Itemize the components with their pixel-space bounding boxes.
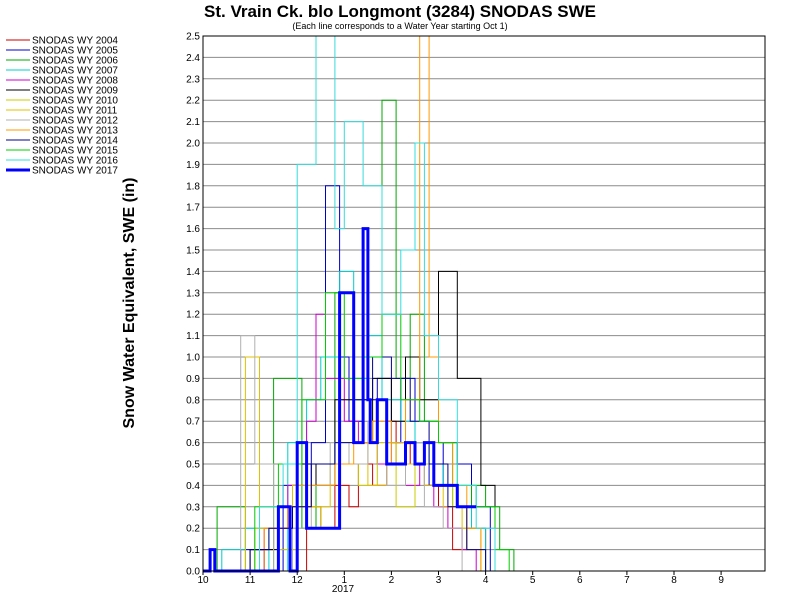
y-tick-label: 1.2 <box>186 310 200 321</box>
x-tick-label: 1 <box>342 575 348 586</box>
legend-label: SNODAS WY 2017 <box>32 166 118 177</box>
legend-label: SNODAS WY 2006 <box>32 56 118 67</box>
y-tick-label: 1.6 <box>186 224 200 235</box>
y-tick-label: 1.3 <box>186 288 200 299</box>
x-tick-label: 10 <box>197 575 209 586</box>
legend-label: SNODAS WY 2015 <box>32 146 118 157</box>
y-tick-label: 2.3 <box>186 74 200 85</box>
x-tick-label: 7 <box>624 575 630 586</box>
x-ticks: 10 11 12 1 2 3 4 5 6 7 8 9 <box>197 571 724 586</box>
x-tick-label: 4 <box>483 575 489 586</box>
y-tick-label: 0.9 <box>186 374 200 385</box>
legend-label: SNODAS WY 2005 <box>32 46 118 57</box>
y-tick-label: 2.5 <box>186 32 200 43</box>
series-line <box>203 292 510 572</box>
y-ticks: 0.0 0.1 0.2 0.3 0.4 0.5 0.6 0.7 0.8 0.9 1.0 1.1 1.2 1… <box>186 32 200 578</box>
chart-title: St. Vrain Ck. blo Longmont (3284) SNODAS… <box>204 2 596 21</box>
y-tick-label: 2.0 <box>186 139 200 150</box>
legend-label: SNODAS WY 2012 <box>32 116 118 127</box>
y-tick-label: 2.4 <box>186 53 200 64</box>
y-tick-label: 1.9 <box>186 160 200 171</box>
legend-label: SNODAS WY 2014 <box>32 136 118 147</box>
legend-label: SNODAS WY 2007 <box>32 66 118 77</box>
series-line <box>203 35 496 572</box>
y-tick-label: 1.7 <box>186 203 200 214</box>
legend-label: SNODAS WY 2011 <box>32 106 118 117</box>
y-tick-label: 1.0 <box>186 353 200 364</box>
y-tick-label: 2.2 <box>186 96 200 107</box>
y-axis-label: Snow Water Equivalent, SWE (in) <box>121 178 138 429</box>
y-tick-label: 0.3 <box>186 502 200 513</box>
x-tick-label: 8 <box>671 575 677 586</box>
legend-label: SNODAS WY 2016 <box>32 156 118 167</box>
legend-label: SNODAS WY 2010 <box>32 96 118 107</box>
y-tick-label: 0.7 <box>186 417 200 428</box>
x-tick-label: 3 <box>436 575 442 586</box>
y-tick-label: 1.1 <box>186 331 200 342</box>
series-line <box>203 35 482 572</box>
y-tick-label: 0.1 <box>186 545 200 556</box>
y-tick-label: 0.5 <box>186 460 200 471</box>
x-tick-label: 12 <box>292 575 304 586</box>
y-tick-label: 2.1 <box>186 117 200 128</box>
legend-label: SNODAS WY 2009 <box>32 86 118 97</box>
x-tick-label: 2 <box>389 575 395 586</box>
legend-label: SNODAS WY 2004 <box>32 36 118 47</box>
y-tick-label: 1.5 <box>186 246 200 257</box>
plot-frame <box>202 35 766 572</box>
y-tick-label: 0.0 <box>186 567 200 578</box>
legend-label: SNODAS WY 2013 <box>32 126 118 137</box>
y-tick-label: 1.4 <box>186 267 200 278</box>
legend-label: SNODAS WY 2008 <box>32 76 118 87</box>
x-tick-label: 9 <box>718 575 724 586</box>
y-tick-label: 0.6 <box>186 438 200 449</box>
y-tick-label: 0.4 <box>186 481 200 492</box>
x-tick-label: 5 <box>530 575 536 586</box>
y-tick-label: 0.8 <box>186 395 200 406</box>
y-tick-label: 0.2 <box>186 524 200 535</box>
x-tick-label: 6 <box>577 575 583 586</box>
chart-subtitle: (Each line corresponds to a Water Year s… <box>292 21 507 31</box>
year-label: 2017 <box>332 584 355 595</box>
x-tick-label: 11 <box>245 575 256 586</box>
series-layer <box>203 35 515 573</box>
y-tick-label: 1.8 <box>186 181 200 192</box>
